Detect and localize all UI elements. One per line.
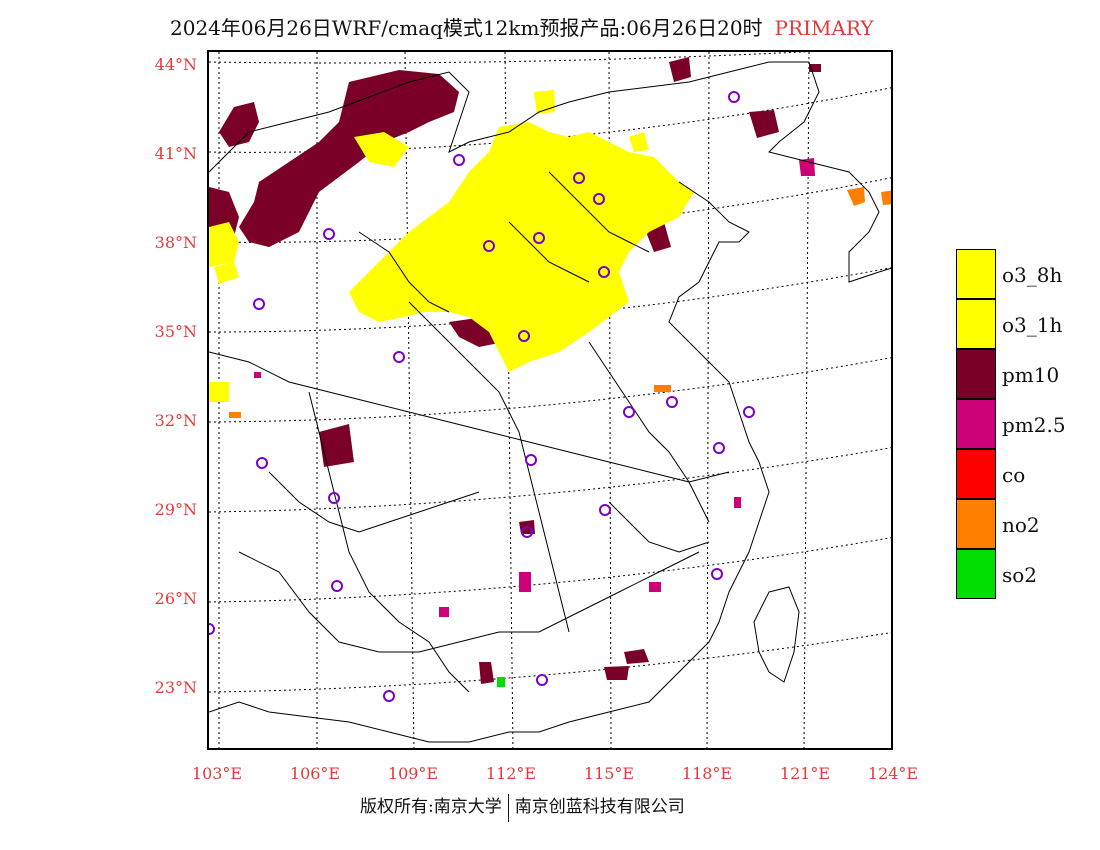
primary-tag: PRIMARY bbox=[774, 16, 874, 40]
lon-label-115: 115°E bbox=[583, 764, 635, 783]
legend-item-no2: no2 bbox=[956, 499, 1096, 549]
legend-swatch bbox=[956, 349, 996, 399]
legend-item-co: co bbox=[956, 449, 1096, 499]
lat-label-23: 23°N bbox=[154, 678, 197, 697]
legend-label: co bbox=[1002, 463, 1026, 487]
lat-label-32: 32°N bbox=[154, 411, 197, 430]
station-marker bbox=[599, 504, 611, 516]
legend-swatch bbox=[956, 299, 996, 349]
copyright-left: 版权所有:南京大学 bbox=[360, 797, 502, 817]
legend-item-pm10: pm10 bbox=[956, 349, 1096, 399]
lon-label-124: 124°E bbox=[867, 764, 919, 783]
station-marker bbox=[393, 351, 405, 363]
station-marker bbox=[573, 172, 585, 184]
station-marker bbox=[383, 690, 395, 702]
lon-label-118: 118°E bbox=[681, 764, 733, 783]
station-marker bbox=[209, 623, 215, 635]
legend-item-o3-8h: o3_8h bbox=[956, 249, 1096, 299]
station-markers bbox=[209, 91, 755, 702]
boundary-lines bbox=[209, 61, 891, 743]
lon-label-103: 103°E bbox=[191, 764, 243, 783]
copyright-right: 南京创蓝科技有限公司 bbox=[514, 797, 685, 817]
legend-swatch bbox=[956, 549, 996, 599]
station-marker bbox=[533, 232, 545, 244]
station-marker bbox=[253, 298, 265, 310]
legend-swatch bbox=[956, 249, 996, 299]
station-marker bbox=[323, 228, 335, 240]
legend-swatch bbox=[956, 399, 996, 449]
station-marker bbox=[525, 454, 537, 466]
station-marker bbox=[666, 396, 678, 408]
station-marker bbox=[331, 580, 343, 592]
legend-label: so2 bbox=[1002, 563, 1038, 587]
station-marker bbox=[593, 193, 605, 205]
legend-swatch bbox=[956, 499, 996, 549]
station-marker bbox=[328, 492, 340, 504]
ozone-areas bbox=[209, 90, 694, 402]
no2-areas bbox=[229, 187, 891, 418]
station-marker bbox=[518, 330, 530, 342]
map-title-text: 2024年06月26日WRF/cmaq模式12km预报产品:06月26日20时 bbox=[170, 16, 763, 40]
lon-label-109: 109°E bbox=[387, 764, 439, 783]
station-marker bbox=[521, 526, 533, 538]
copyright-footer: 版权所有:南京大学 南京创蓝科技有限公司 bbox=[360, 792, 685, 822]
map-panel bbox=[207, 50, 893, 750]
lat-label-44: 44°N bbox=[154, 55, 197, 74]
station-marker bbox=[598, 266, 610, 278]
so2-areas bbox=[497, 677, 505, 687]
lon-label-121: 121°E bbox=[779, 764, 831, 783]
station-marker bbox=[711, 568, 723, 580]
legend-item-so2: so2 bbox=[956, 549, 1096, 599]
station-marker bbox=[713, 442, 725, 454]
legend-label: pm2.5 bbox=[1002, 413, 1066, 437]
legend-item-pm25: pm2.5 bbox=[956, 399, 1096, 449]
station-marker bbox=[483, 240, 495, 252]
station-marker bbox=[256, 457, 268, 469]
lon-label-112: 112°E bbox=[485, 764, 537, 783]
station-marker bbox=[743, 406, 755, 418]
lon-label-106: 106°E bbox=[289, 764, 341, 783]
map-title: 2024年06月26日WRF/cmaq模式12km预报产品:06月26日20时 P… bbox=[170, 12, 874, 41]
legend-label: pm10 bbox=[1002, 363, 1060, 387]
station-marker bbox=[623, 406, 635, 418]
lat-label-26: 26°N bbox=[154, 589, 197, 608]
map-canvas bbox=[209, 52, 891, 748]
legend-item-o3-1h: o3_1h bbox=[956, 299, 1096, 349]
station-marker bbox=[453, 154, 465, 166]
footer-divider bbox=[507, 793, 509, 822]
lat-label-41: 41°N bbox=[154, 144, 197, 163]
lat-label-35: 35°N bbox=[154, 322, 197, 341]
pollutant-legend: o3_8h o3_1h pm10 pm2.5 co no2 so2 bbox=[956, 249, 1096, 599]
legend-label: o3_1h bbox=[1002, 313, 1063, 337]
legend-swatch bbox=[956, 449, 996, 499]
legend-label: no2 bbox=[1002, 513, 1040, 537]
lat-label-38: 38°N bbox=[154, 233, 197, 252]
lat-label-29: 29°N bbox=[154, 500, 197, 519]
station-marker bbox=[536, 674, 548, 686]
legend-label: o3_8h bbox=[1002, 263, 1063, 287]
station-marker bbox=[728, 91, 740, 103]
